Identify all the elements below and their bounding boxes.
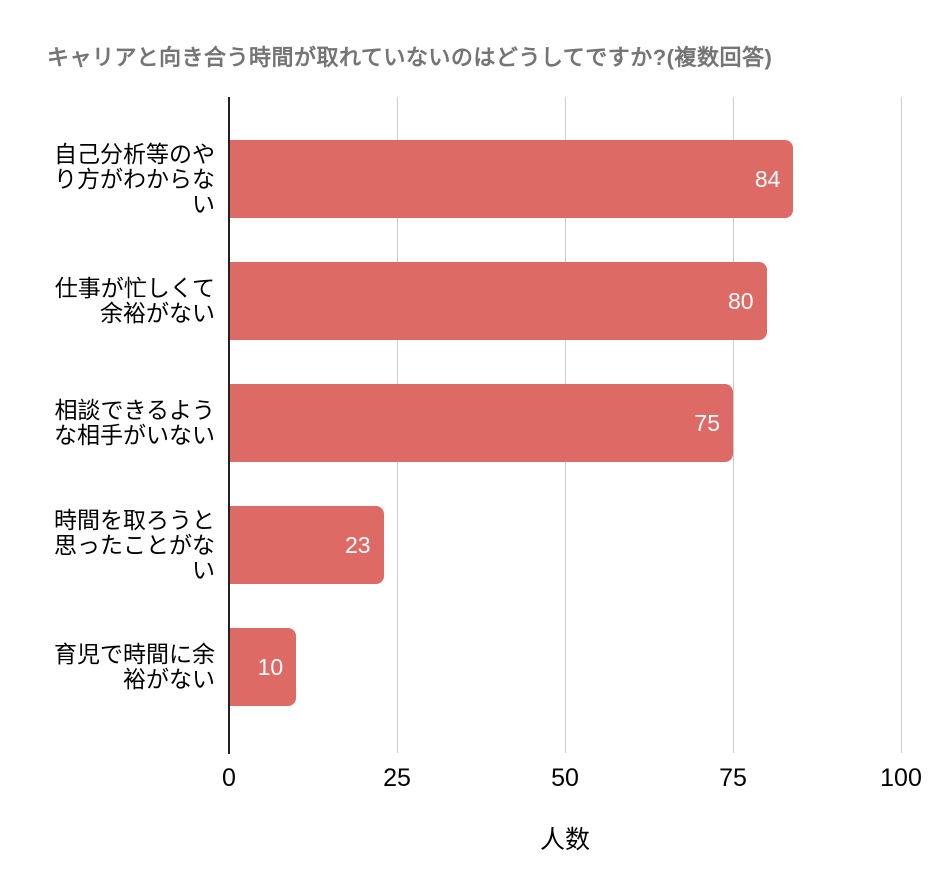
category-label: 時間を取ろうと 思ったことがない bbox=[54, 506, 215, 583]
category-label: 相談できるよう な相手がいない bbox=[54, 397, 215, 448]
category-label: 仕事が忙しくて 余裕がない bbox=[54, 275, 215, 326]
bar-value-label: 80 bbox=[728, 287, 754, 314]
bar: 10 bbox=[229, 628, 297, 706]
bar-value-label: 23 bbox=[344, 531, 371, 558]
x-axis-ticks: 0 25 50 75 100 bbox=[222, 764, 922, 792]
chart-title: キャリアと向き合う時間が取れていないのはどうしてですか?(複数回答) bbox=[47, 45, 773, 70]
x-tick-label-0: 0 bbox=[222, 764, 236, 792]
bar-value-label: 10 bbox=[257, 653, 284, 680]
bar: 84 bbox=[229, 140, 794, 218]
category-label: 育児で時間に余 裕がない bbox=[54, 641, 215, 692]
chart-row: 相談できるよう な相手がいない 75 bbox=[45, 362, 901, 484]
y-axis-line bbox=[228, 97, 230, 754]
x-axis-title: 人数 bbox=[539, 826, 590, 854]
category-label: 自己分析等のや り方がわからない bbox=[54, 140, 215, 217]
bar-track: 84 bbox=[229, 140, 901, 218]
x-tick-label-75: 75 bbox=[719, 764, 747, 792]
chart-row: 仕事が忙しくて 余裕がない 80 bbox=[45, 240, 901, 362]
chart-row: 時間を取ろうと 思ったことがない 23 bbox=[45, 484, 901, 606]
bar-track: 75 bbox=[229, 384, 901, 462]
bar-track: 80 bbox=[229, 262, 901, 340]
bar: 75 bbox=[229, 384, 733, 462]
x-tick-label-25: 25 bbox=[383, 764, 411, 792]
gridline-100 bbox=[900, 97, 902, 753]
chart-row: 自己分析等のや り方がわからない 84 bbox=[45, 118, 901, 240]
bar-track: 10 bbox=[229, 628, 901, 706]
bar-value-label: 75 bbox=[694, 409, 720, 436]
bar-track: 23 bbox=[229, 506, 901, 584]
bar: 23 bbox=[229, 506, 384, 584]
bar: 80 bbox=[229, 262, 767, 340]
x-tick-label-100: 100 bbox=[880, 764, 922, 792]
chart-row: 育児で時間に余 裕がない 10 bbox=[45, 606, 901, 728]
x-tick-label-50: 50 bbox=[551, 764, 579, 792]
bar-value-label: 84 bbox=[754, 165, 781, 192]
bar-rows: 自己分析等のや り方がわからない 84 仕事が忙しくて 余裕がない 80 相談できるよう な相… bbox=[45, 118, 901, 728]
gridline-75 bbox=[732, 97, 734, 753]
